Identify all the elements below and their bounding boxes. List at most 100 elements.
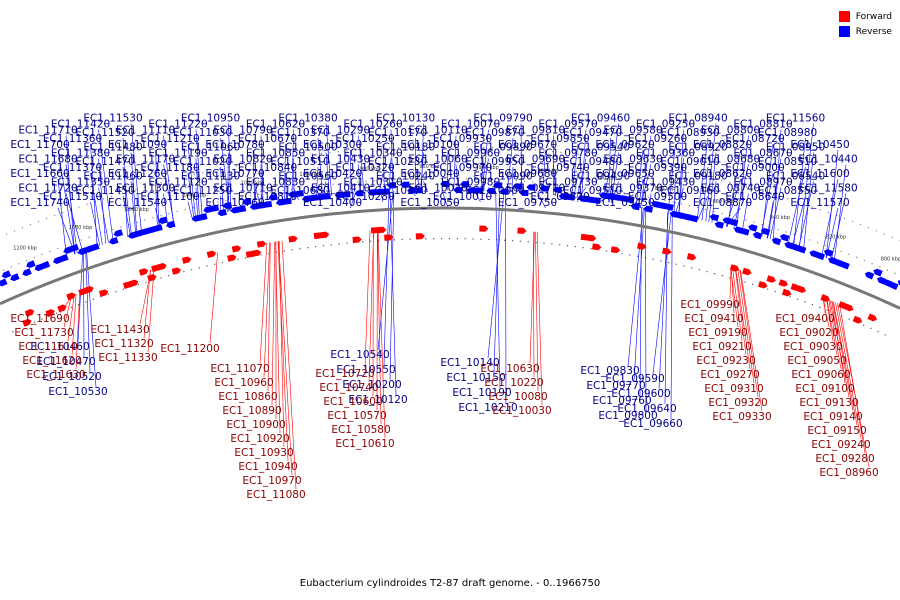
track-dot [160, 277, 162, 279]
track-dot [488, 238, 490, 241]
gene-label-forward: EC1_11330 [98, 352, 157, 364]
leader-line [63, 295, 72, 328]
leader-line [769, 187, 782, 240]
track-dot [5, 233, 8, 235]
gene-arrow-forward [206, 250, 217, 258]
track-dot [598, 249, 600, 251]
leader-line [640, 135, 652, 208]
track-dot [577, 153, 579, 155]
leader-line [729, 267, 732, 300]
gene-arrow-forward [757, 280, 768, 289]
gene-arrow-reverse [864, 271, 875, 280]
gene-label-forward: EC1_09060 [791, 369, 850, 381]
gene-arrow-forward [517, 227, 527, 234]
gene-arrow-forward [796, 285, 807, 294]
track-dot [683, 265, 685, 267]
track-dot [409, 238, 411, 240]
gene-label-forward: EC1_11200 [160, 343, 219, 355]
leader-line [701, 166, 709, 221]
gene-arrow-forward [24, 309, 35, 317]
track-dot [524, 180, 526, 183]
gene-label-reverse: EC1_10000 [465, 185, 524, 197]
track-dot [185, 175, 187, 178]
gene-label-reverse: EC1_11520 [75, 127, 134, 139]
gene-label-reverse: EC1_11350 [51, 177, 110, 189]
gene-label-reverse: EC1_09390 [628, 162, 687, 174]
track-dot [329, 151, 331, 154]
gene-label-reverse: EC1_09600 [611, 388, 670, 400]
gene-label-reverse: EC1_11510 [43, 191, 102, 203]
gene-label-forward: EC1_08960 [819, 467, 878, 479]
gene-label-forward: EC1_09330 [712, 411, 771, 423]
track-dot [37, 220, 40, 223]
gene-label-forward: EC1_10220 [484, 377, 543, 389]
gene-arrow-reverse [222, 201, 233, 209]
gene-label-reverse: EC1_10260 [343, 119, 402, 131]
track-dot [12, 331, 14, 333]
gene-label-reverse: EC1_09360 [636, 148, 695, 160]
gene-label-reverse: EC1_10090 [473, 171, 532, 183]
track-dot [879, 266, 881, 268]
gene-arrow-reverse [140, 227, 151, 236]
track-dot [120, 226, 122, 228]
gene-label-reverse: EC1_08720 [725, 133, 784, 145]
track-dot [278, 158, 280, 160]
gene-label-forward: EC1_10570 [327, 410, 386, 422]
leader-line [760, 172, 774, 237]
track-dot [500, 147, 502, 149]
gene-label-reverse: EC1_11060 [181, 142, 240, 154]
leader-line [652, 213, 672, 375]
gene-arrow-reverse [513, 183, 523, 190]
track-dot [706, 271, 708, 273]
track-dot [894, 272, 896, 275]
track-dot [176, 210, 178, 213]
track-dot [206, 265, 208, 267]
gene-label-reverse: EC1_10520 [42, 371, 101, 383]
track-dot [137, 283, 139, 286]
track-dot [648, 196, 650, 198]
gene-arrow-reverse [752, 231, 763, 240]
gene-label-reverse: EC1_11380 [51, 148, 110, 160]
leader-line [130, 181, 137, 235]
track-dot [457, 146, 459, 148]
gene-label-forward: EC1_09320 [708, 397, 767, 409]
gene-label-reverse: EC1_10400 [303, 197, 362, 209]
gene-label-reverse: EC1_10190 [452, 387, 511, 399]
gene-label-reverse: EC1_10550 [336, 364, 395, 376]
gene-arrow-forward [852, 315, 863, 324]
gene-label-forward: EC1_10610 [335, 438, 394, 450]
gene-label-reverse: EC1_10380 [278, 113, 337, 125]
track-dot [122, 288, 124, 290]
leader-line [423, 181, 428, 191]
track-dot [78, 206, 80, 208]
track-dot [144, 219, 146, 221]
gene-arrow-reverse [387, 182, 397, 189]
track-dot [260, 254, 262, 256]
track-dot [721, 275, 723, 277]
track-dot [41, 253, 43, 255]
leader-line [90, 172, 103, 245]
gene-arrow-reverse [367, 189, 377, 196]
track-dot [472, 238, 474, 240]
track-dot [70, 306, 72, 309]
track-dot [177, 177, 179, 180]
gene-label-reverse: EC1_10810 [238, 191, 297, 203]
track-dot [449, 178, 451, 180]
track-dot [515, 180, 517, 182]
forward-swatch [838, 11, 850, 22]
gene-arrows [0, 180, 900, 327]
leader-line [512, 192, 514, 197]
gene-label-forward: EC1_09100 [795, 383, 854, 395]
leader-line [65, 164, 78, 254]
gene-arrow-reverse [526, 184, 536, 191]
gene-label-forward: EC1_11070 [210, 363, 269, 375]
track-dot [598, 188, 600, 190]
gene-label-forward: EC1_09990 [680, 299, 739, 311]
gene-arrow-reverse [10, 273, 20, 282]
gene-label-reverse: EC1_11170 [116, 154, 175, 166]
gene-arrow-forward [610, 246, 621, 254]
leader-line [737, 269, 755, 384]
leader-line [705, 123, 717, 222]
track-dot [603, 156, 605, 159]
track-dot [767, 288, 769, 290]
